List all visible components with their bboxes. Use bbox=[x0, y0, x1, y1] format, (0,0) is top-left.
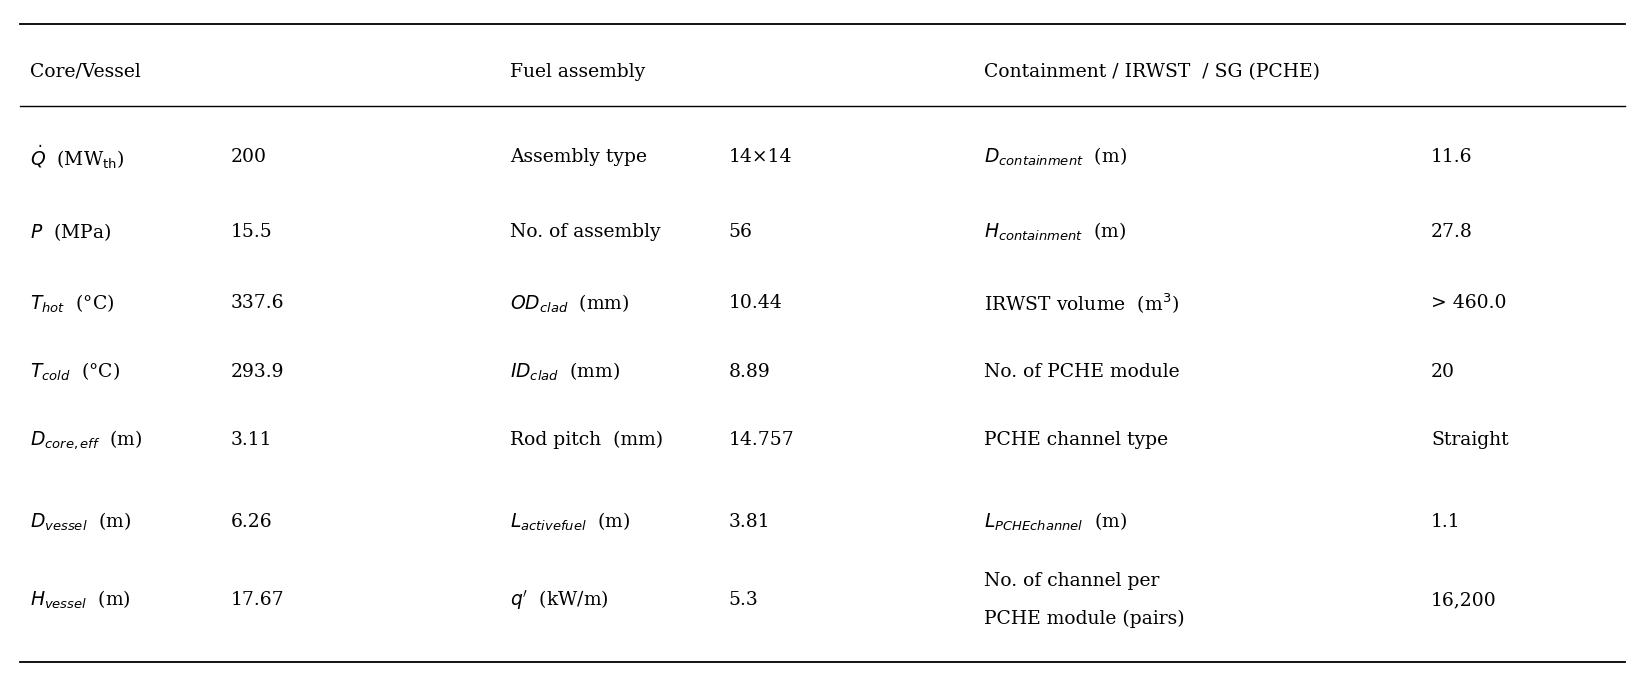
Text: 56: 56 bbox=[729, 223, 753, 241]
Text: 1.1: 1.1 bbox=[1431, 513, 1461, 531]
Text: 337.6: 337.6 bbox=[230, 295, 285, 312]
Text: 3.11: 3.11 bbox=[230, 431, 271, 449]
Text: Rod pitch  (mm): Rod pitch (mm) bbox=[510, 431, 663, 449]
Text: 27.8: 27.8 bbox=[1431, 223, 1472, 241]
Text: $OD_{clad}$  (mm): $OD_{clad}$ (mm) bbox=[510, 293, 630, 314]
Text: $T_{hot}$  (°C): $T_{hot}$ (°C) bbox=[30, 293, 114, 314]
Text: 16,200: 16,200 bbox=[1431, 591, 1497, 609]
Text: > 460.0: > 460.0 bbox=[1431, 295, 1507, 312]
Text: $\dot{Q}$  (MW$_{\mathrm{th}}$): $\dot{Q}$ (MW$_{\mathrm{th}}$) bbox=[30, 143, 123, 170]
Text: $D_{vessel}$  (m): $D_{vessel}$ (m) bbox=[30, 511, 130, 533]
Text: 200: 200 bbox=[230, 148, 266, 166]
Text: No. of channel per: No. of channel per bbox=[984, 572, 1160, 591]
Text: Fuel assembly: Fuel assembly bbox=[510, 63, 645, 80]
Text: 293.9: 293.9 bbox=[230, 363, 285, 381]
Text: Straight: Straight bbox=[1431, 431, 1508, 449]
Text: $D_{core,eff}$  (m): $D_{core,eff}$ (m) bbox=[30, 428, 141, 451]
Text: 20: 20 bbox=[1431, 363, 1456, 381]
Text: Core/Vessel: Core/Vessel bbox=[30, 63, 140, 80]
Text: PCHE channel type: PCHE channel type bbox=[984, 431, 1168, 449]
Text: No. of PCHE module: No. of PCHE module bbox=[984, 363, 1179, 381]
Text: $L_{activefuel}$  (m): $L_{activefuel}$ (m) bbox=[510, 511, 630, 533]
Text: 15.5: 15.5 bbox=[230, 223, 271, 241]
Text: 11.6: 11.6 bbox=[1431, 148, 1472, 166]
Text: 17.67: 17.67 bbox=[230, 591, 285, 609]
Text: Assembly type: Assembly type bbox=[510, 148, 646, 166]
Text: $P$  (MPa): $P$ (MPa) bbox=[30, 221, 110, 243]
Text: 14×14: 14×14 bbox=[729, 148, 793, 166]
Text: $T_{cold}$  (°C): $T_{cold}$ (°C) bbox=[30, 361, 120, 383]
Text: 14.757: 14.757 bbox=[729, 431, 795, 449]
Text: 8.89: 8.89 bbox=[729, 363, 770, 381]
Text: 3.81: 3.81 bbox=[729, 513, 770, 531]
Text: $ID_{clad}$  (mm): $ID_{clad}$ (mm) bbox=[510, 361, 620, 383]
Text: PCHE module (pairs): PCHE module (pairs) bbox=[984, 610, 1184, 628]
Text: Containment / IRWST  / SG (PCHE): Containment / IRWST / SG (PCHE) bbox=[984, 63, 1319, 80]
Text: 10.44: 10.44 bbox=[729, 295, 783, 312]
Text: $q^{\prime}$  (kW/m): $q^{\prime}$ (kW/m) bbox=[510, 588, 609, 612]
Text: $H_{vessel}$  (m): $H_{vessel}$ (m) bbox=[30, 589, 130, 611]
Text: No. of assembly: No. of assembly bbox=[510, 223, 661, 241]
Text: 6.26: 6.26 bbox=[230, 513, 271, 531]
Text: $H_{containment}$  (m): $H_{containment}$ (m) bbox=[984, 221, 1127, 243]
Text: 5.3: 5.3 bbox=[729, 591, 758, 609]
Text: IRWST volume  (m$^{3}$): IRWST volume (m$^{3}$) bbox=[984, 291, 1178, 316]
Text: $L_{PCHEchannel}$  (m): $L_{PCHEchannel}$ (m) bbox=[984, 511, 1127, 533]
Text: $D_{containment}$  (m): $D_{containment}$ (m) bbox=[984, 146, 1127, 168]
